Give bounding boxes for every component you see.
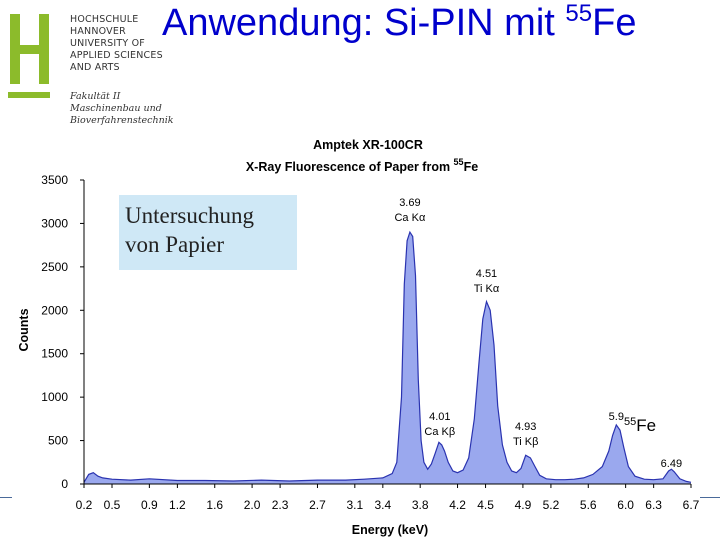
peak-energy-label: 5.9 bbox=[609, 411, 624, 423]
plot-area bbox=[83, 230, 692, 484]
slide-title-end: Fe bbox=[592, 2, 637, 44]
logo-line: HANNOVER bbox=[70, 26, 126, 37]
x-axis: 0.2 0.5 0.9 1.2 1.6 2.0 2.3 2.7 3.1 3.4 3.8 4.2 4.5 4… bbox=[76, 483, 700, 512]
fe55-label-sup: 55 bbox=[624, 416, 637, 428]
note-box: Untersuchung von Papier bbox=[119, 195, 297, 270]
peak-energy-label: 4.51 bbox=[476, 268, 497, 280]
x-tick-label: 4.9 bbox=[515, 498, 532, 512]
x-tick-label: 0.2 bbox=[76, 498, 93, 512]
y-tick-label: 2500 bbox=[41, 260, 68, 274]
logo-line: AND ARTS bbox=[70, 62, 120, 73]
y-tick-label: 3000 bbox=[41, 216, 68, 230]
peak-element-label: Ca Kα bbox=[394, 212, 425, 224]
x-tick-label: 6.7 bbox=[683, 498, 700, 512]
faculty-line: Bioverfahrenstechnik bbox=[70, 115, 174, 126]
note-line1: Untersuchung bbox=[125, 203, 255, 228]
spectrum-line bbox=[83, 230, 692, 483]
logo-letter-h-bar bbox=[10, 45, 49, 54]
y-axis-label: Counts bbox=[17, 308, 31, 351]
x-tick-label: 5.2 bbox=[543, 498, 560, 512]
x-tick-label: 1.6 bbox=[206, 498, 223, 512]
x-axis-label: Energy (keV) bbox=[352, 523, 428, 537]
x-tick-label: 3.4 bbox=[374, 498, 391, 512]
x-tick-label: 1.2 bbox=[169, 498, 186, 512]
logo-line: APPLIED SCIENCES bbox=[70, 50, 163, 61]
peak-energy-label: 3.69 bbox=[399, 197, 420, 209]
peak-energy-label: 6.49 bbox=[661, 458, 682, 470]
faculty-line: Fakultät II bbox=[70, 91, 121, 102]
university-logo: HOCHSCHULE HANNOVER UNIVERSITY OF APPLIE… bbox=[6, 8, 176, 126]
chart-title-line2: X-Ray Fluorescence of Paper from 55Fe bbox=[246, 157, 478, 174]
x-tick-label: 4.2 bbox=[449, 498, 466, 512]
logo-line: HOCHSCHULE bbox=[70, 14, 139, 25]
y-tick-label: 2000 bbox=[41, 303, 68, 317]
faculty-line: Maschinenbau und bbox=[70, 103, 162, 114]
y-tick-label: 1000 bbox=[41, 390, 68, 404]
y-tick-label: 1500 bbox=[41, 347, 68, 361]
x-tick-label: 6.3 bbox=[645, 498, 662, 512]
x-tick-label: 2.7 bbox=[309, 498, 326, 512]
chart-title-line1: Amptek XR-100CR bbox=[313, 138, 423, 152]
note-line2: von Papier bbox=[125, 232, 225, 257]
x-tick-label: 2.0 bbox=[244, 498, 261, 512]
chart-title-line2-end: Fe bbox=[464, 160, 479, 174]
left-divider-line bbox=[0, 497, 12, 498]
logo-underline bbox=[8, 92, 50, 98]
y-axis: 0 500 1000 1500 2000 2500 3000 3500 bbox=[41, 173, 85, 491]
x-tick-label: 3.8 bbox=[412, 498, 429, 512]
peak-energy-label: 4.01 bbox=[429, 411, 450, 423]
slide-title-main: Anwendung: Si-PIN mit bbox=[162, 2, 566, 44]
y-tick-label: 3500 bbox=[41, 173, 68, 187]
x-tick-label: 0.9 bbox=[141, 498, 158, 512]
slide-title: Anwendung: Si-PIN mit 55Fe bbox=[162, 0, 637, 45]
right-divider-line bbox=[700, 497, 720, 498]
chart-title-line2-main: X-Ray Fluorescence of Paper from bbox=[246, 160, 454, 174]
x-tick-label: 6.0 bbox=[617, 498, 634, 512]
x-tick-label: 4.5 bbox=[477, 498, 494, 512]
y-tick-label: 0 bbox=[61, 477, 68, 491]
x-tick-label: 3.1 bbox=[346, 498, 363, 512]
x-tick-label: 0.5 bbox=[104, 498, 121, 512]
chart-title-line2-sup: 55 bbox=[454, 157, 464, 167]
peak-element-label: Ti Kα bbox=[474, 283, 500, 295]
x-tick-label: 2.3 bbox=[272, 498, 289, 512]
peak-element-label: Ca Kβ bbox=[424, 426, 455, 438]
fe55-label-text: Fe bbox=[636, 416, 657, 435]
logo-faculty: Fakultät II Maschinenbau und Bioverfahre… bbox=[70, 91, 176, 126]
peak-energy-label: 4.93 bbox=[515, 421, 536, 433]
peak-element-label: Ti Kβ bbox=[513, 436, 538, 448]
x-tick-label: 5.6 bbox=[580, 498, 597, 512]
y-tick-label: 500 bbox=[48, 434, 68, 448]
peak-labels: 3.69 Ca Kα 4.51 Ti Kα 4.01 Ca Kβ 4.93 Ti Kβ 5.9 6… bbox=[394, 197, 682, 470]
fe55-label: 55Fe bbox=[624, 416, 656, 436]
logo-university-name: HOCHSCHULE HANNOVER UNIVERSITY OF APPLIE… bbox=[70, 14, 176, 74]
slide-title-sup: 55 bbox=[565, 0, 593, 27]
logo-line: UNIVERSITY OF bbox=[70, 38, 145, 49]
